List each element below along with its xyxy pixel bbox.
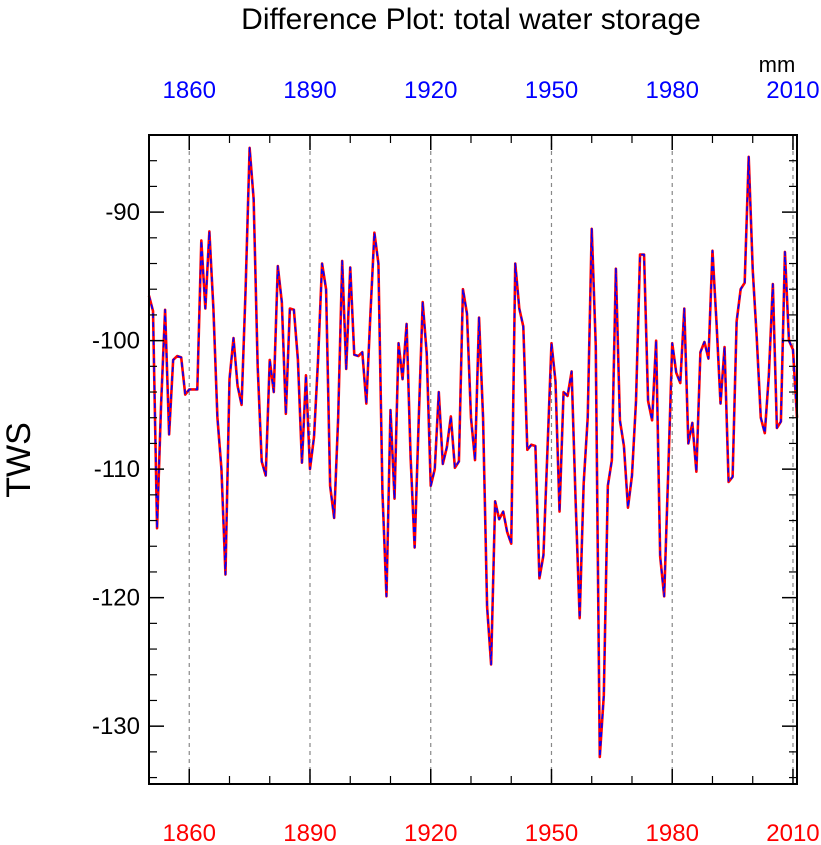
x-tick-label-bottom: 1920 (404, 820, 457, 845)
y-tick-label: -120 (92, 585, 140, 612)
unit-label: mm (759, 52, 796, 77)
chart-title: Difference Plot: total water storage (241, 3, 701, 36)
y-tick-label: -100 (92, 328, 140, 355)
x-tick-label-top: 1950 (525, 77, 578, 104)
series-a-line (147, 146, 799, 759)
x-tick-label-top: 1920 (404, 77, 457, 104)
plot-frame (148, 134, 798, 785)
axis-tick-labels: 1860 1860 1890 1890 1920 1920 1950 1950 1980 1980… (92, 77, 820, 845)
axis-ticks (148, 134, 797, 784)
x-tick-label-top: 1860 (163, 77, 216, 104)
x-tick-label-bottom: 1950 (525, 820, 578, 845)
x-tick-label-top: 1980 (646, 77, 699, 104)
x-tick-label-bottom: 1890 (283, 820, 336, 845)
x-tick-label-top: 1890 (283, 77, 336, 104)
grid-lines (188, 135, 794, 784)
y-tick-label: -90 (105, 199, 140, 226)
series-layer (147, 146, 799, 759)
series-b-line (148, 147, 798, 758)
x-tick-label-bottom: 2010 (766, 820, 819, 845)
x-tick-label-top: 2010 (766, 77, 819, 104)
y-axis-title: TWS (0, 422, 38, 498)
y-tick-label: -110 (94, 456, 140, 483)
y-tick-label: -130 (92, 713, 140, 740)
x-tick-label-bottom: 1980 (646, 820, 699, 845)
x-tick-label-bottom: 1860 (163, 820, 216, 845)
